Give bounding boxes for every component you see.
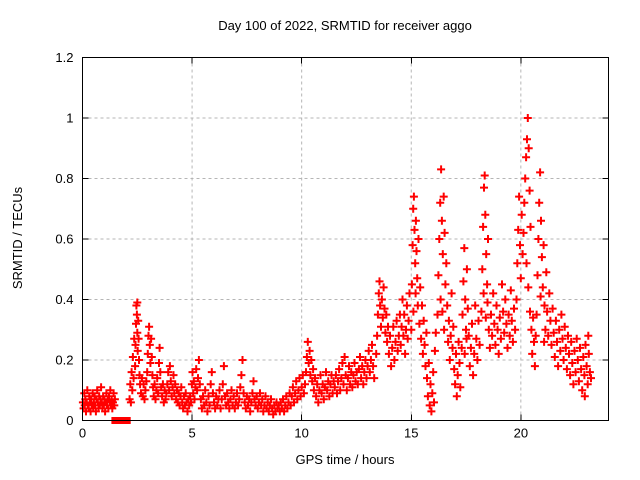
y-tick-label: 1.2 [55, 50, 73, 65]
x-tick-label: 15 [404, 426, 418, 441]
y-tick-label: 0.8 [55, 171, 73, 186]
y-tick-label: 0.2 [55, 353, 73, 368]
y-tick-label: 1 [66, 111, 73, 126]
y-tick-label: 0 [66, 413, 73, 428]
x-tick-label: 20 [514, 426, 528, 441]
series-srmtid [78, 114, 595, 419]
x-axis-label: GPS time / hours [295, 452, 395, 467]
x-tick-label: 0 [79, 426, 86, 441]
y-tick-label: 0.4 [55, 292, 73, 307]
x-tick-label: 10 [294, 426, 308, 441]
chart-title: Day 100 of 2022, SRMTID for receiver agg… [218, 18, 472, 33]
x-tick-label: 5 [188, 426, 195, 441]
y-tick-label: 0.6 [55, 232, 73, 247]
